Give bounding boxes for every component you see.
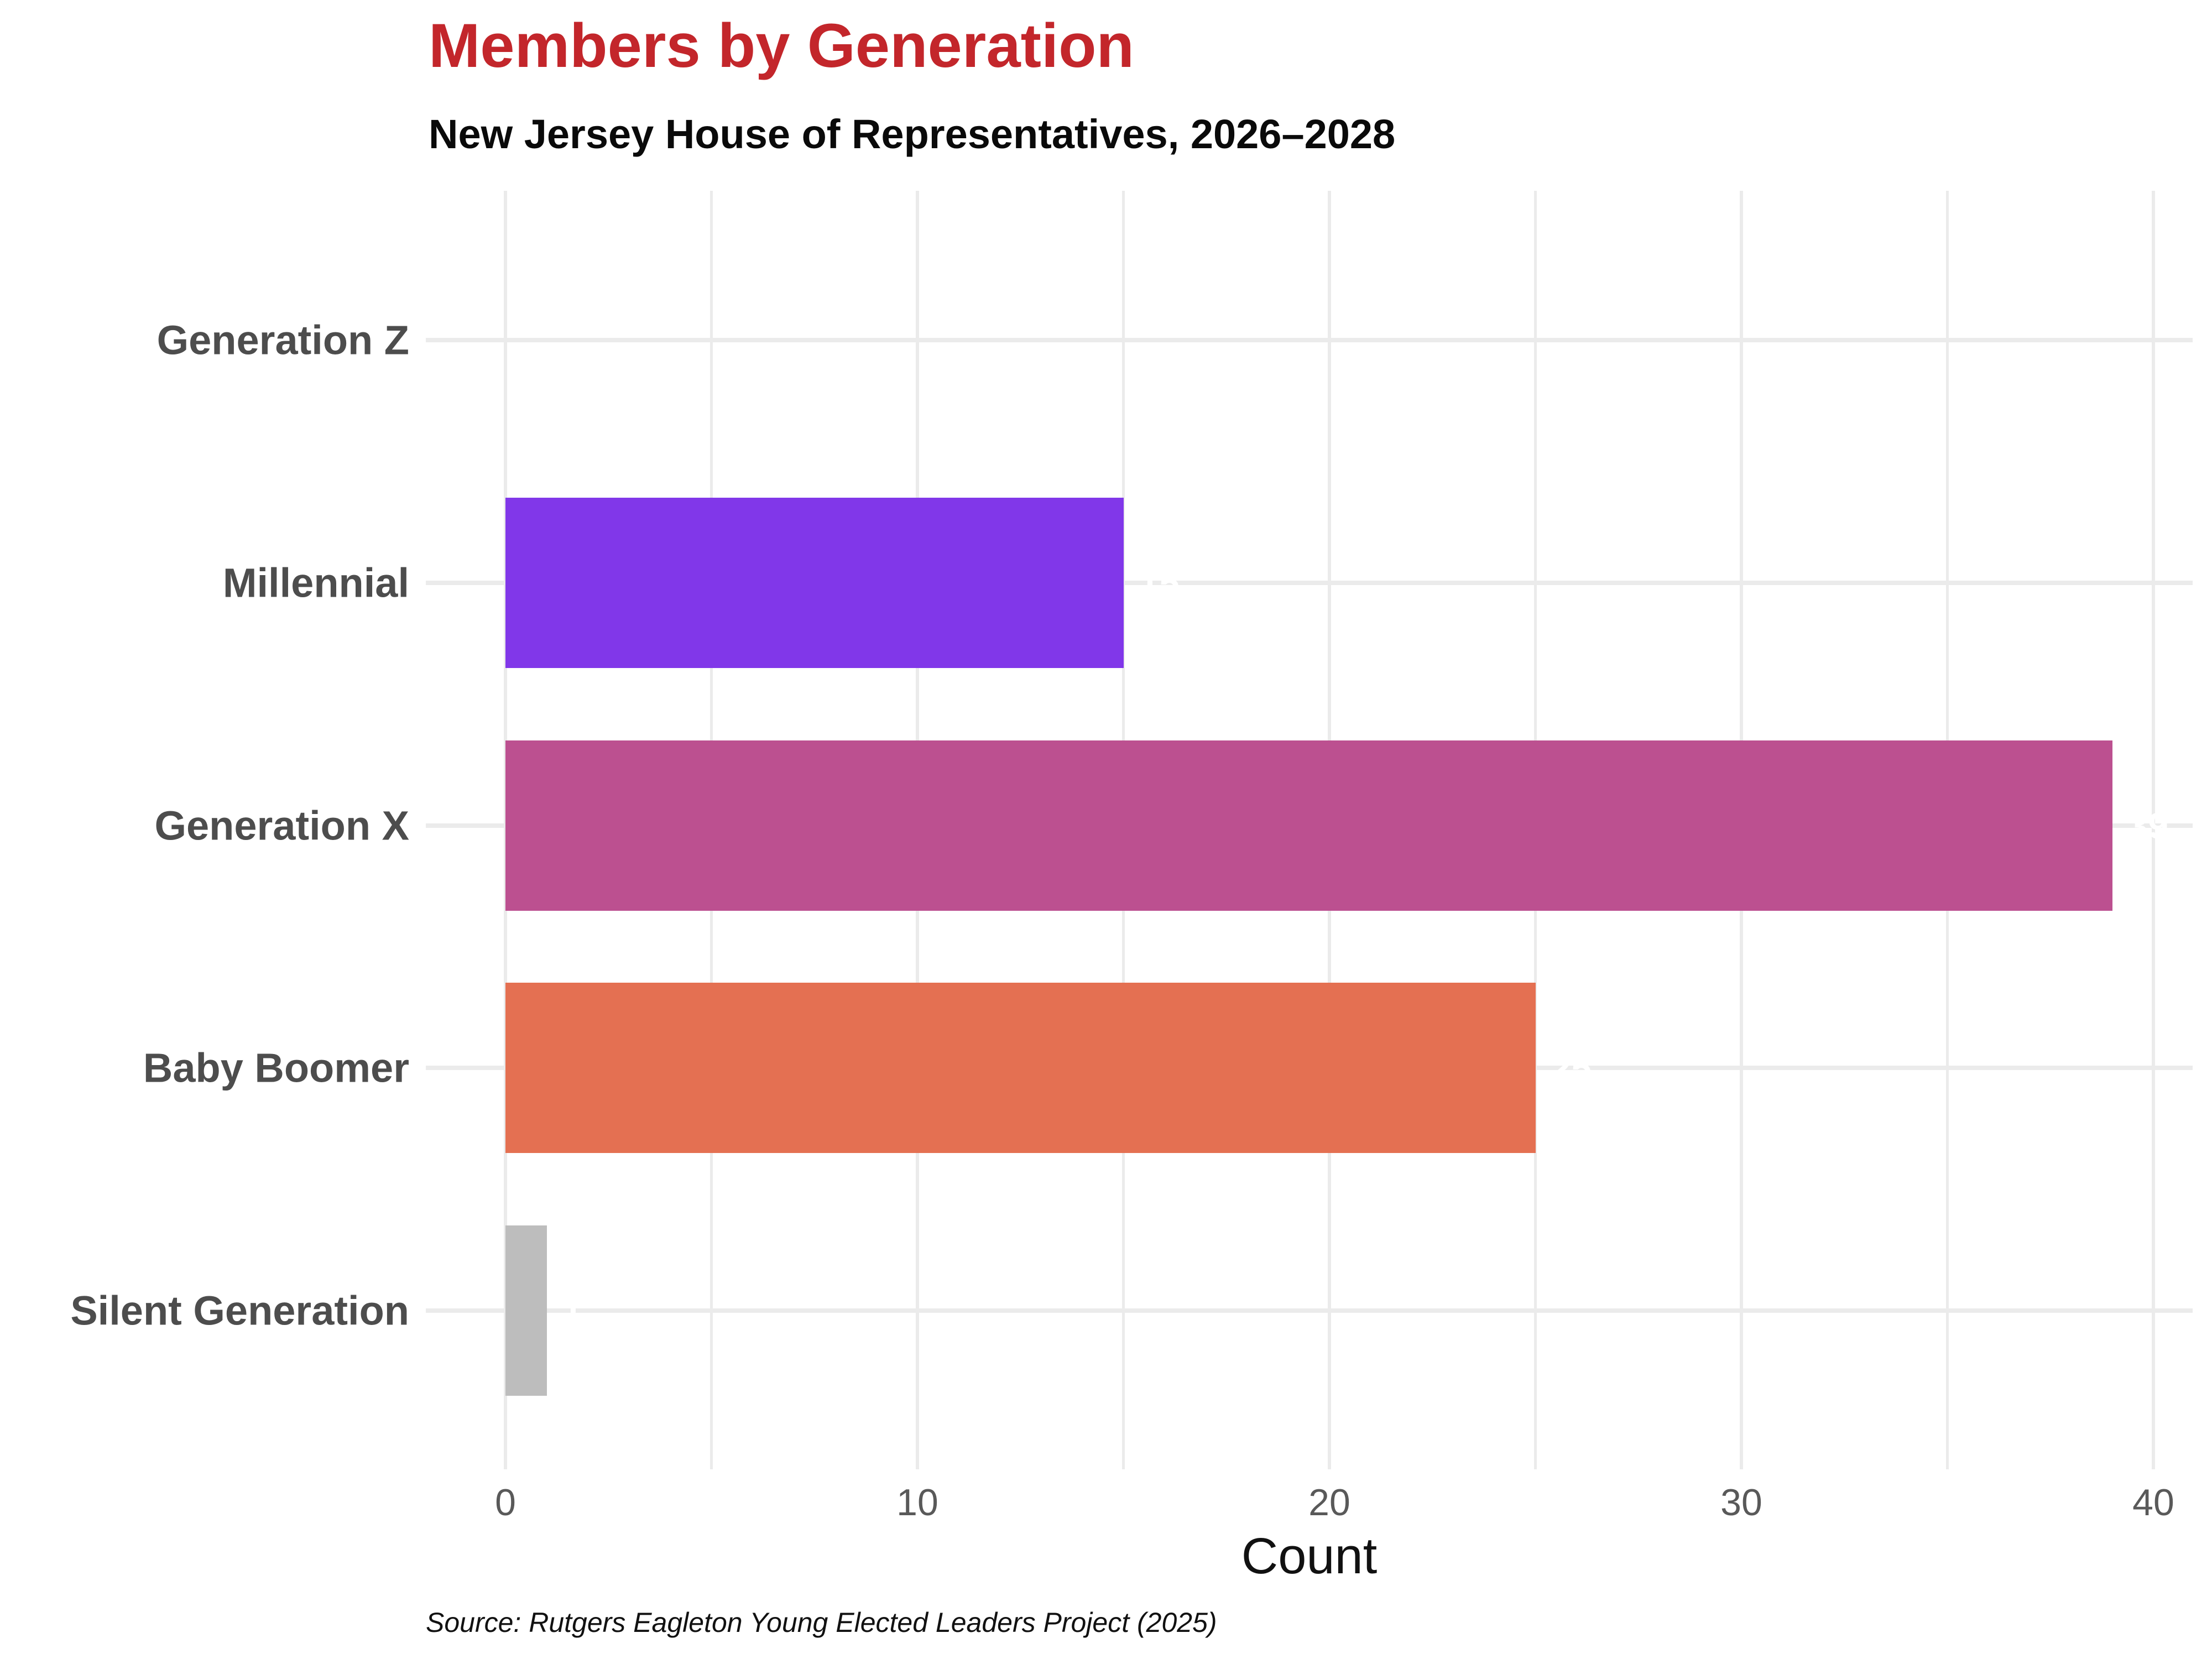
category-label-baby-boomer: Baby Boomer (143, 1045, 409, 1091)
bar-silent-generation (505, 1225, 547, 1396)
x-tick-label: 10 (896, 1481, 938, 1524)
x-tick-label: 20 (1308, 1481, 1350, 1524)
source-caption: Source: Rutgers Eagleton Young Elected L… (426, 1607, 1217, 1638)
bar-value-label: 15 (1139, 562, 1180, 603)
category-label-silent-generation: Silent Generation (70, 1287, 409, 1334)
x-tick-label: 0 (495, 1481, 516, 1524)
gridline-horizontal (426, 338, 2193, 342)
chart-subtitle: New Jersey House of Representatives, 202… (429, 111, 1396, 157)
bar-millennial (505, 497, 1124, 668)
category-label-millennial: Millennial (222, 560, 409, 606)
bar-value-label: 1 (562, 1290, 583, 1331)
category-label-generation-z: Generation Z (156, 317, 409, 363)
chart-title: Members by Generation (429, 11, 1134, 80)
x-tick-label: 30 (1720, 1481, 1762, 1524)
bar-generation-x (505, 740, 2112, 911)
gridline-horizontal (426, 1308, 2193, 1313)
bar-baby-boomer (505, 983, 1536, 1154)
bar-value-label: 25 (1551, 1047, 1592, 1089)
x-tick-label: 40 (2132, 1481, 2174, 1524)
gridline-vertical-major (2152, 191, 2155, 1469)
gridline-horizontal (426, 580, 2193, 585)
bar-value-label: 39 (2127, 805, 2168, 846)
category-label-generation-x: Generation X (154, 802, 409, 848)
x-axis-title: Count (1241, 1528, 1378, 1584)
